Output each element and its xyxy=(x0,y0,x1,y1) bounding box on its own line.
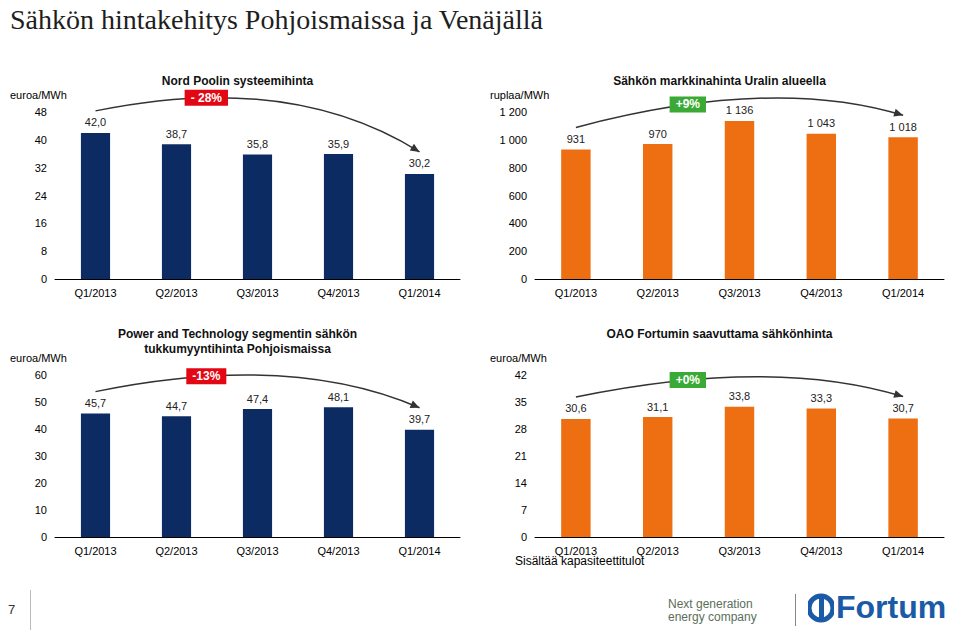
svg-text:1 000: 1 000 xyxy=(499,134,527,146)
html-text:Next generation: Next generation xyxy=(668,597,753,611)
svg-text:24: 24 xyxy=(35,190,47,202)
svg-text:Q4/2013: Q4/2013 xyxy=(800,545,842,557)
svg-text:16: 16 xyxy=(35,217,47,229)
svg-text:tukkumyyntihinta Pohjoismaissa: tukkumyyntihinta Pohjoismaissa xyxy=(144,342,331,356)
svg-text:38,7: 38,7 xyxy=(166,128,187,140)
svg-text:0: 0 xyxy=(521,531,527,543)
svg-text:euroa/MWh: euroa/MWh xyxy=(10,352,67,364)
svg-text:1 200: 1 200 xyxy=(499,106,527,118)
svg-text:-13%: -13% xyxy=(192,369,220,383)
svg-text:Q3/2013: Q3/2013 xyxy=(718,545,760,557)
svg-text:40: 40 xyxy=(35,423,47,435)
svg-text:+9%: +9% xyxy=(676,97,701,111)
svg-text:Q2/2013: Q2/2013 xyxy=(637,287,679,299)
svg-text:39,7: 39,7 xyxy=(409,413,430,425)
svg-text:48: 48 xyxy=(35,106,47,118)
svg-text:48,1: 48,1 xyxy=(328,391,349,403)
svg-text:Q2/2013: Q2/2013 xyxy=(155,287,197,299)
svg-text:Q3/2013: Q3/2013 xyxy=(236,287,278,299)
svg-text:931: 931 xyxy=(567,133,585,145)
svg-text:euroa/MWh: euroa/MWh xyxy=(10,89,67,101)
svg-text:30,6: 30,6 xyxy=(565,402,586,414)
svg-text:50: 50 xyxy=(35,396,47,408)
html-text:Sähkön hintakehitys Pohjoismai: Sähkön hintakehitys Pohjoismaissa ja Ven… xyxy=(10,4,543,35)
svg-text:ruplaa/MWh: ruplaa/MWh xyxy=(490,89,549,101)
svg-text:Power and Technology segmentin: Power and Technology segmentin sähkön xyxy=(118,327,357,341)
svg-text:Q4/2013: Q4/2013 xyxy=(800,287,842,299)
svg-text:Q2/2013: Q2/2013 xyxy=(636,544,679,557)
svg-text:Q1/2013: Q1/2013 xyxy=(74,545,116,557)
svg-text:42: 42 xyxy=(515,369,527,381)
svg-text:30,2: 30,2 xyxy=(409,157,430,169)
svg-text:Sähkön markkinahinta Uralin al: Sähkön markkinahinta Uralin alueella xyxy=(613,74,826,88)
svg-text:Q1/2014: Q1/2014 xyxy=(882,287,924,299)
svg-text:40: 40 xyxy=(35,134,47,146)
svg-text:970: 970 xyxy=(649,128,667,140)
svg-text:200: 200 xyxy=(509,245,527,257)
svg-text:Q1/2013: Q1/2013 xyxy=(555,287,597,299)
svg-text:31,1: 31,1 xyxy=(647,401,668,413)
svg-text:Q4/2013: Q4/2013 xyxy=(317,287,359,299)
svg-text:1 018: 1 018 xyxy=(889,121,917,133)
svg-text:- 28%: - 28% xyxy=(191,91,223,105)
svg-text:Q3/2013: Q3/2013 xyxy=(236,545,278,557)
html-text:energy company: energy company xyxy=(668,610,757,624)
svg-text:euroa/MWh: euroa/MWh xyxy=(490,352,547,364)
svg-text:10: 10 xyxy=(35,504,47,516)
svg-text:30: 30 xyxy=(35,450,47,462)
svg-text:32: 32 xyxy=(35,162,47,174)
svg-text:21: 21 xyxy=(515,450,527,462)
svg-text:Q1/2013: Q1/2013 xyxy=(74,287,116,299)
svg-text:Q4/2013: Q4/2013 xyxy=(317,545,359,557)
svg-text:Q2/2013: Q2/2013 xyxy=(155,545,197,557)
html-text:7: 7 xyxy=(8,602,16,617)
svg-text:+0%: +0% xyxy=(676,373,701,387)
svg-text:OAO Fortumin saavuttama sähkön: OAO Fortumin saavuttama sähkönhinta xyxy=(606,327,832,341)
svg-text:33,8: 33,8 xyxy=(729,390,750,402)
svg-text:28: 28 xyxy=(515,423,527,435)
svg-text:1 043: 1 043 xyxy=(808,117,836,129)
svg-text:400: 400 xyxy=(509,217,527,229)
html-text:Sisältää kapasiteettitulot: Sisältää kapasiteettitulot xyxy=(515,554,645,568)
svg-text:42,0: 42,0 xyxy=(85,116,106,128)
svg-text:7: 7 xyxy=(521,504,527,516)
svg-text:Q1/2014: Q1/2014 xyxy=(398,287,440,299)
svg-text:35: 35 xyxy=(515,396,527,408)
svg-text:35,8: 35,8 xyxy=(247,138,268,150)
html-text:Fortum: Fortum xyxy=(836,589,947,625)
svg-text:35,9: 35,9 xyxy=(328,138,349,150)
svg-text:14: 14 xyxy=(515,477,527,489)
svg-text:0: 0 xyxy=(521,273,527,285)
svg-text:20: 20 xyxy=(35,477,47,489)
svg-text:600: 600 xyxy=(509,190,527,202)
svg-text:60: 60 xyxy=(35,369,47,381)
svg-text:30,7: 30,7 xyxy=(892,402,913,414)
svg-text:33,3: 33,3 xyxy=(811,392,832,404)
svg-text:Q1/2013: Q1/2013 xyxy=(554,544,597,557)
svg-text:Q1/2014: Q1/2014 xyxy=(398,545,440,557)
svg-text:800: 800 xyxy=(509,162,527,174)
svg-text:1 136: 1 136 xyxy=(726,104,754,116)
svg-text:44,7: 44,7 xyxy=(166,400,187,412)
svg-text:Q1/2014: Q1/2014 xyxy=(882,545,924,557)
svg-text:8: 8 xyxy=(41,245,47,257)
svg-text:Nord Poolin systeemihinta: Nord Poolin systeemihinta xyxy=(162,74,314,88)
svg-text:0: 0 xyxy=(41,273,47,285)
svg-text:47,4: 47,4 xyxy=(247,393,268,405)
svg-text:Q3/2013: Q3/2013 xyxy=(718,287,760,299)
svg-text:45,7: 45,7 xyxy=(85,397,106,409)
svg-text:0: 0 xyxy=(41,531,47,543)
